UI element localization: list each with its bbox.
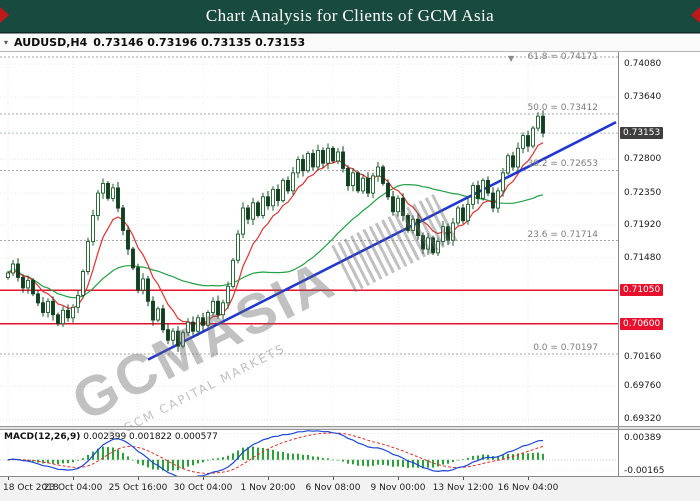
- chart-window: ▾ AUDUSD,H4 0.73146 0.73196 0.73135 0.73…: [0, 33, 700, 501]
- macd-indicator-pane[interactable]: [0, 430, 618, 476]
- time-axis-label: 18 Oct 2018: [3, 483, 59, 493]
- current-price-badge: 0.73153: [620, 127, 664, 140]
- price-axis-label: 0.72800: [624, 154, 662, 165]
- chart-header: ▾ AUDUSD,H4 0.73146 0.73196 0.73135 0.73…: [0, 34, 700, 52]
- macd-values-label: 0.002399 0.001822 0.000577: [83, 432, 218, 442]
- price-level-badge: 0.70600: [620, 317, 664, 330]
- time-axis-tick: [333, 477, 334, 480]
- price-axis[interactable]: 0.74080 0.73640 0.72800 0.72350 0.71920 0.714…: [618, 52, 700, 476]
- time-axis-tick: [463, 477, 464, 480]
- price-axis-label: 0.71480: [624, 253, 662, 264]
- macd-header: MACD(12,26,9) 0.002399 0.001822 0.000577: [4, 432, 218, 442]
- macd-axis-label: -0.00165: [624, 465, 665, 476]
- price-level-badge: 0.71050: [620, 284, 664, 297]
- time-axis-tick: [203, 477, 204, 480]
- time-axis-tick: [528, 477, 529, 480]
- price-axis-label: 0.72350: [624, 188, 662, 199]
- chart-shift-icon[interactable]: ▼: [508, 54, 515, 63]
- time-axis-tick: [398, 477, 399, 480]
- price-axis-label: 0.69320: [624, 414, 662, 425]
- time-axis-label: 1 Nov 20:00: [240, 483, 296, 493]
- title-bar: Chart Analysis for Clients of GCM Asia: [0, 0, 700, 33]
- page-title: Chart Analysis for Clients of GCM Asia: [205, 6, 495, 25]
- time-axis-label: 25 Oct 16:00: [108, 483, 168, 493]
- price-axis-label: 0.71920: [624, 220, 662, 231]
- red-flag-left-icon: [0, 7, 9, 23]
- time-axis-tick: [73, 477, 74, 480]
- symbol-timeframe-label: AUDUSD,H4: [14, 36, 88, 49]
- time-axis-tick: [8, 477, 9, 480]
- time-axis-tick: [138, 477, 139, 480]
- time-axis[interactable]: 18 Oct 2018 23 Oct 04:00 25 Oct 16:00 30 Oc…: [0, 476, 700, 501]
- time-axis-label: 9 Nov 00:00: [370, 483, 426, 493]
- price-axis-label: 0.73640: [624, 91, 662, 102]
- price-axis-label: 0.69760: [624, 381, 662, 392]
- ohlc-quote-label: 0.73146 0.73196 0.73135 0.73153: [93, 36, 306, 49]
- red-flag-right-icon: [691, 7, 700, 23]
- price-axis-label: 0.70160: [624, 351, 662, 362]
- time-axis-label: 30 Oct 04:00: [173, 483, 233, 493]
- macd-indicator-label: MACD(12,26,9): [4, 432, 81, 442]
- chart-menu-icon[interactable]: ▾: [4, 38, 9, 47]
- time-axis-label: 6 Nov 08:00: [305, 483, 361, 493]
- time-axis-tick: [268, 477, 269, 480]
- macd-axis-label: 0.00389: [624, 433, 662, 443]
- time-axis-label: 13 Nov 12:00: [432, 483, 494, 493]
- time-axis-label: 23 Oct 04:00: [43, 483, 103, 493]
- time-axis-label: 16 Nov 04:00: [497, 483, 559, 493]
- pane-splitter[interactable]: [0, 426, 700, 430]
- price-axis-label: 0.74080: [624, 58, 662, 69]
- price-chart-pane[interactable]: [0, 52, 618, 426]
